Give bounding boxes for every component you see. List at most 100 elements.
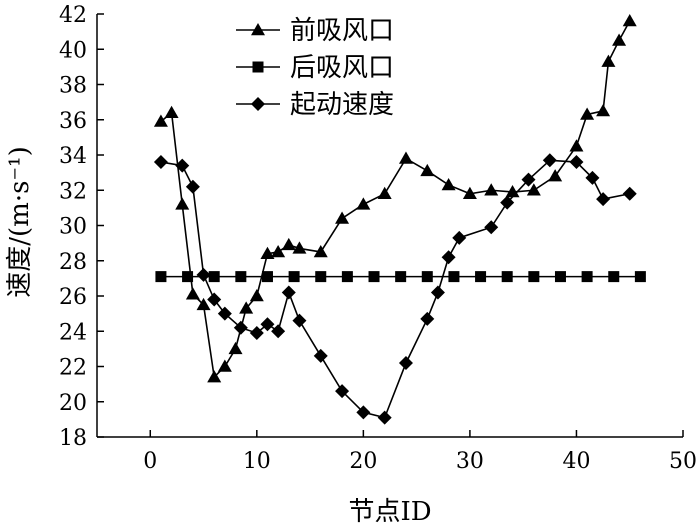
data-point-front-intake bbox=[377, 186, 392, 200]
data-point-front-intake bbox=[239, 301, 254, 314]
y-tick-label: 32 bbox=[59, 179, 87, 204]
y-tick-label: 28 bbox=[59, 250, 87, 275]
data-point-front-intake bbox=[164, 105, 179, 118]
data-point-startup-speed bbox=[356, 405, 371, 420]
y-axis-title: 速度/(m·s⁻¹) bbox=[5, 146, 35, 297]
y-tick-label: 38 bbox=[59, 74, 87, 99]
data-point-front-intake bbox=[580, 107, 595, 120]
data-point-rear-intake bbox=[634, 271, 646, 283]
x-tick-label: 30 bbox=[456, 449, 484, 474]
data-point-front-intake bbox=[596, 103, 611, 117]
data-point-startup-speed bbox=[196, 267, 211, 282]
data-point-startup-speed bbox=[441, 250, 456, 265]
legend-label: 前吸风口 bbox=[290, 16, 394, 46]
data-point-startup-speed bbox=[500, 195, 515, 210]
data-point-startup-speed bbox=[430, 285, 445, 300]
data-point-startup-speed bbox=[335, 384, 350, 399]
data-point-front-intake bbox=[153, 114, 168, 127]
chart-axes: 0 10 20 30 40 50 18 20 22 24 26 28 30 32 34 36 38 40 42 bbox=[59, 3, 697, 474]
series-front-intake bbox=[153, 14, 637, 383]
x-tick-label: 10 bbox=[243, 449, 271, 474]
data-point-rear-intake bbox=[155, 271, 167, 283]
data-point-front-intake bbox=[398, 151, 413, 164]
data-point-startup-speed bbox=[452, 230, 467, 245]
x-tick-label: 50 bbox=[669, 449, 697, 474]
data-point-front-intake bbox=[612, 33, 627, 46]
y-tick-label: 18 bbox=[59, 426, 87, 451]
data-point-rear-intake bbox=[475, 271, 487, 283]
data-point-front-intake bbox=[292, 241, 307, 254]
data-point-startup-speed bbox=[175, 158, 190, 173]
data-point-rear-intake bbox=[501, 271, 513, 283]
legend-marker bbox=[252, 61, 264, 73]
data-point-startup-speed bbox=[281, 285, 296, 300]
data-point-startup-speed bbox=[484, 220, 499, 235]
series-line-startup-speed bbox=[160, 159, 630, 419]
y-tick-label: 26 bbox=[59, 285, 87, 310]
legend-item-startup-speed: 起动速度 bbox=[236, 90, 394, 120]
data-point-rear-intake bbox=[261, 271, 273, 283]
y-tick-label: 42 bbox=[59, 3, 87, 28]
data-point-front-intake bbox=[175, 197, 190, 210]
data-point-front-intake bbox=[548, 169, 563, 182]
data-point-front-intake bbox=[271, 244, 286, 258]
chart-series bbox=[153, 14, 646, 425]
data-point-rear-intake bbox=[528, 271, 540, 283]
y-tick-label: 30 bbox=[59, 215, 87, 240]
x-tick-label: 20 bbox=[349, 449, 377, 474]
x-tick-label: 40 bbox=[562, 449, 590, 474]
data-point-startup-speed bbox=[233, 320, 248, 335]
data-point-front-intake bbox=[441, 177, 456, 191]
data-point-startup-speed bbox=[398, 355, 413, 370]
data-point-front-intake bbox=[569, 139, 584, 152]
data-point-front-intake bbox=[249, 289, 264, 302]
legend-marker bbox=[251, 23, 265, 36]
data-point-startup-speed bbox=[585, 170, 600, 185]
data-point-rear-intake bbox=[368, 271, 380, 283]
x-axis-title: 节点ID bbox=[348, 497, 431, 527]
data-point-startup-speed bbox=[596, 192, 611, 207]
data-point-rear-intake bbox=[554, 271, 566, 283]
y-tick-label: 36 bbox=[59, 109, 87, 134]
data-point-front-intake bbox=[217, 359, 232, 372]
data-point-rear-intake bbox=[581, 271, 593, 283]
y-tick-label: 40 bbox=[59, 38, 87, 63]
data-point-startup-speed bbox=[185, 179, 200, 194]
data-point-front-intake bbox=[526, 183, 541, 196]
data-point-startup-speed bbox=[521, 172, 536, 187]
legend-label: 起动速度 bbox=[290, 90, 394, 120]
series-rear-intake bbox=[155, 271, 646, 283]
data-point-rear-intake bbox=[395, 271, 407, 283]
data-point-front-intake bbox=[196, 297, 211, 311]
x-tick-label: 0 bbox=[143, 449, 157, 474]
series-line-front-intake bbox=[160, 20, 631, 379]
data-point-startup-speed bbox=[207, 292, 222, 307]
data-point-front-intake bbox=[281, 237, 296, 251]
legend-label: 后吸风口 bbox=[290, 53, 394, 83]
data-point-startup-speed bbox=[217, 306, 232, 321]
series-startup-speed bbox=[153, 153, 637, 425]
data-point-startup-speed bbox=[260, 317, 275, 332]
data-point-front-intake bbox=[601, 54, 616, 67]
data-point-front-intake bbox=[622, 14, 637, 27]
data-point-front-intake bbox=[185, 287, 200, 300]
data-point-front-intake bbox=[356, 197, 371, 210]
data-point-front-intake bbox=[484, 183, 499, 196]
data-point-startup-speed bbox=[542, 153, 557, 168]
data-point-startup-speed bbox=[420, 311, 435, 326]
y-tick-label: 20 bbox=[59, 391, 87, 416]
data-point-rear-intake bbox=[608, 271, 620, 283]
data-point-rear-intake bbox=[448, 271, 460, 283]
data-point-startup-speed bbox=[622, 186, 637, 201]
data-point-rear-intake bbox=[182, 271, 194, 283]
data-point-startup-speed bbox=[153, 155, 168, 170]
data-point-startup-speed bbox=[292, 313, 307, 328]
data-point-front-intake bbox=[260, 246, 275, 259]
data-point-front-intake bbox=[207, 370, 222, 383]
data-point-front-intake bbox=[420, 163, 435, 177]
data-point-startup-speed bbox=[569, 155, 584, 170]
data-point-front-intake bbox=[335, 211, 350, 224]
data-point-rear-intake bbox=[235, 271, 247, 283]
